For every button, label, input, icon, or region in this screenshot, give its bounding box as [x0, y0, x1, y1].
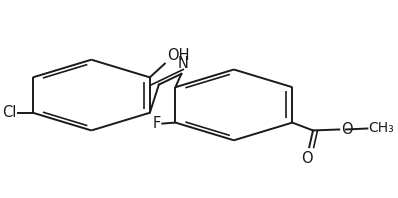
Text: F: F	[152, 116, 160, 131]
Text: O: O	[302, 151, 313, 166]
Text: CH₃: CH₃	[369, 121, 394, 135]
Text: N: N	[178, 56, 189, 71]
Text: Cl: Cl	[2, 105, 16, 120]
Text: OH: OH	[167, 48, 189, 63]
Text: O: O	[341, 122, 353, 137]
